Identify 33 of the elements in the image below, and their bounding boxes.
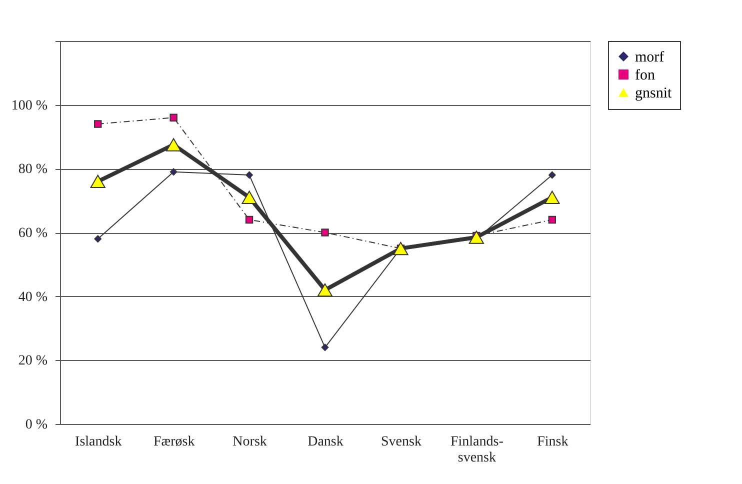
- point: [166, 138, 182, 152]
- y-tick-label: 100 %: [11, 98, 48, 114]
- legend-label: fon: [635, 68, 656, 84]
- x-tick-label: Finsk: [537, 434, 568, 450]
- point: [90, 174, 106, 188]
- point: [242, 190, 257, 204]
- point: [246, 171, 253, 179]
- point: [544, 190, 560, 204]
- point: [393, 242, 408, 256]
- point: [548, 216, 556, 224]
- point: [321, 344, 329, 352]
- point: [170, 114, 178, 122]
- x-tick-label: Svensk: [380, 434, 422, 450]
- legend-label: gnsnit: [635, 86, 673, 102]
- point: [94, 235, 102, 243]
- point: [245, 216, 254, 224]
- point: [548, 171, 556, 179]
- point: [94, 120, 102, 128]
- y-tick-label: 40 %: [18, 290, 48, 305]
- x-tick-label: Dansk: [308, 434, 344, 450]
- point: [170, 168, 178, 176]
- y-tick-label: 0 %: [25, 418, 48, 432]
- legend-label: morf: [635, 50, 664, 66]
- x-tick-label: Islandsk: [75, 434, 122, 450]
- point: [321, 228, 329, 236]
- point: [468, 230, 484, 244]
- y-tick-label: 80 %: [18, 162, 48, 178]
- y-tick-label: 60 %: [18, 226, 48, 241]
- x-tick-label: Færøsk: [153, 434, 195, 450]
- x-tick-label: Finlands- svensk: [450, 434, 504, 466]
- y-tick-label: 20 %: [18, 354, 48, 369]
- x-tick-label: Norsk: [232, 434, 267, 450]
- point: [317, 283, 333, 297]
